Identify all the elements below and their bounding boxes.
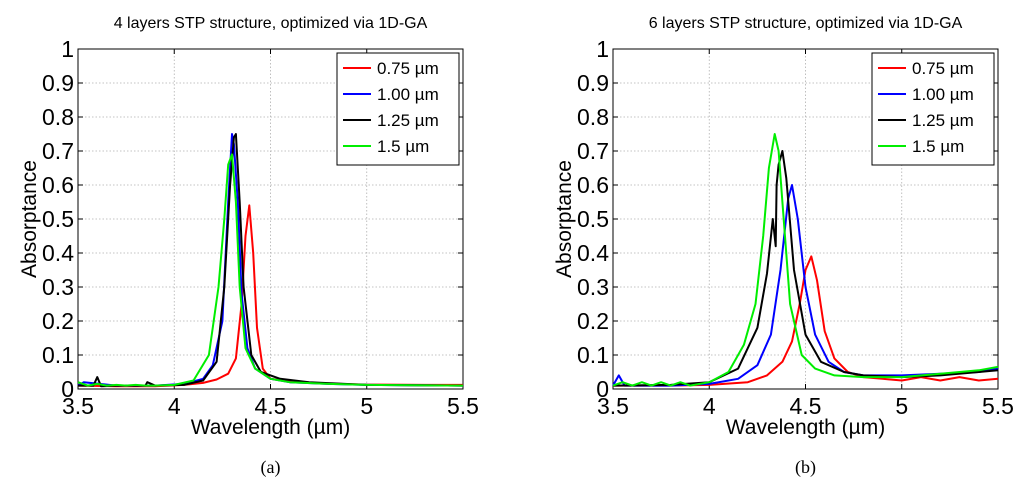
y-tick-label: 0.2 xyxy=(42,308,74,334)
legend-label-2: 1.00 µm xyxy=(377,85,439,104)
y-tick-label: 0.8 xyxy=(577,104,609,130)
x-tick-label: 5.5 xyxy=(447,393,479,419)
y-tick-label: 0.7 xyxy=(42,138,74,164)
series-line-1 xyxy=(613,255,999,387)
chart-title: 6 layers STP structure, optimized via 1D… xyxy=(649,15,963,32)
chart-title: 4 layers STP structure, optimized via 1D… xyxy=(114,15,428,32)
y-tick-label: 0.1 xyxy=(577,342,609,368)
series-line-4 xyxy=(77,153,464,387)
y-tick-label: 0.8 xyxy=(42,104,74,130)
x-tick-label: 5 xyxy=(895,393,908,419)
chart-a: 4 layers STP structure, optimized via 1D… xyxy=(18,15,479,478)
y-tick-label: 1 xyxy=(596,36,609,62)
x-tick-label: 4.5 xyxy=(790,393,822,419)
figure-caption: (a) xyxy=(261,457,281,478)
y-tick-label: 0.4 xyxy=(577,240,609,266)
x-axis-label: Wavelength (µm) xyxy=(191,416,351,439)
figure-caption: (b) xyxy=(795,457,816,478)
x-tick-label: 3.5 xyxy=(62,393,94,419)
x-axis-label: Wavelength (µm) xyxy=(726,416,886,439)
y-tick-label: 0.5 xyxy=(42,206,74,232)
y-axis-label: Absorptance xyxy=(18,160,41,278)
y-tick-label: 0.1 xyxy=(42,342,74,368)
chart-b: 6 layers STP structure, optimized via 1D… xyxy=(553,15,1014,478)
x-tick-label: 4.5 xyxy=(255,393,287,419)
y-tick-label: 0.4 xyxy=(42,240,74,266)
legend-label-1: 0.75 µm xyxy=(377,59,439,78)
y-tick-label: 0.2 xyxy=(577,308,609,334)
y-tick-label: 0.3 xyxy=(42,274,74,300)
y-tick-label: 0.3 xyxy=(577,274,609,300)
legend-label-3: 1.25 µm xyxy=(377,111,439,130)
y-tick-label: 0.6 xyxy=(42,172,74,198)
legend-label-4: 1.5 µm xyxy=(377,137,429,156)
y-tick-label: 0.5 xyxy=(577,206,609,232)
series-line-4 xyxy=(612,133,999,387)
legend-label-2: 1.00 µm xyxy=(912,85,974,104)
y-tick-label: 0.7 xyxy=(577,138,609,164)
x-tick-label: 5 xyxy=(360,393,373,419)
x-tick-label: 4 xyxy=(168,393,181,419)
x-tick-label: 5.5 xyxy=(982,393,1014,419)
y-axis-label: Absorptance xyxy=(553,160,576,278)
y-tick-label: 0.9 xyxy=(42,70,74,96)
legend-label-3: 1.25 µm xyxy=(912,111,974,130)
y-tick-label: 0.6 xyxy=(577,172,609,198)
x-tick-label: 3.5 xyxy=(597,393,629,419)
y-tick-label: 0 xyxy=(61,376,74,402)
legend-label-4: 1.5 µm xyxy=(912,137,964,156)
y-tick-label: 0.9 xyxy=(577,70,609,96)
y-tick-label: 1 xyxy=(61,36,74,62)
legend-label-1: 0.75 µm xyxy=(912,59,974,78)
x-tick-label: 4 xyxy=(703,393,716,419)
y-tick-label: 0 xyxy=(596,376,609,402)
